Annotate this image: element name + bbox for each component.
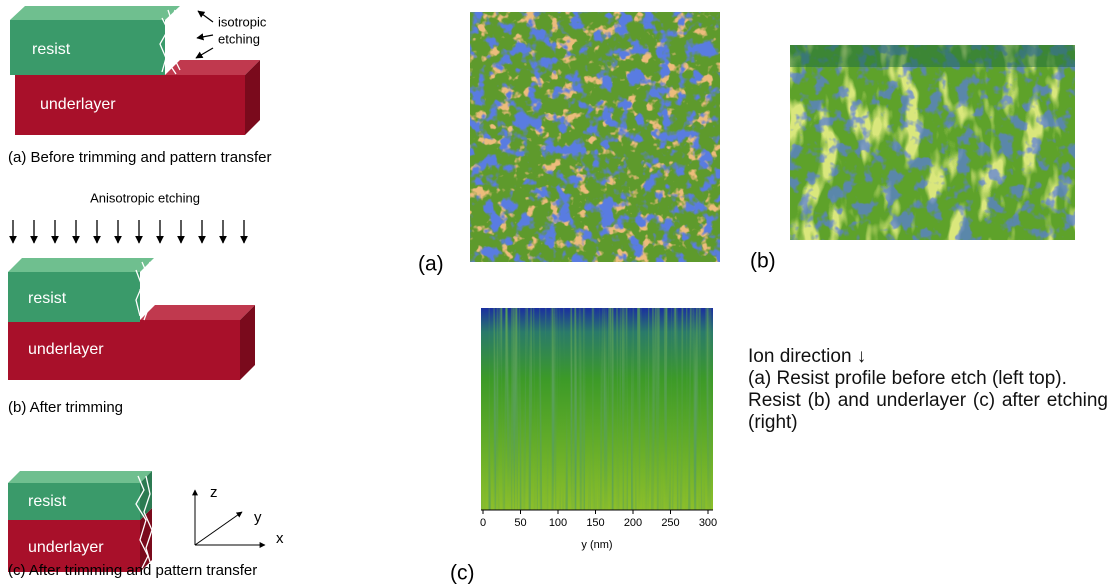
- axis-label: z: [210, 484, 218, 501]
- arrow-label: Anisotropic etching: [90, 190, 200, 205]
- sim-label: (a): [418, 253, 444, 276]
- x-tick-label: 250: [661, 517, 679, 529]
- caption: (b) After trimming: [8, 399, 123, 416]
- legend-line: (a) Resist profile before etch (left top…: [748, 368, 1067, 389]
- x-axis-title: y (nm): [581, 539, 612, 551]
- underlayer-block: [8, 520, 140, 572]
- simulation-b: (b): [750, 45, 1075, 273]
- x-tick-label: 150: [586, 517, 604, 529]
- caption: (c) After trimming and pattern transfer: [8, 562, 257, 579]
- underlayer-label: underlayer: [40, 96, 116, 113]
- legend-text: Ion direction ↓ (a) Resist profile befor…: [748, 346, 1108, 434]
- underlayer-label: underlayer: [28, 539, 104, 556]
- axis-label: x: [276, 530, 284, 547]
- x-tick-label: 100: [549, 517, 567, 529]
- resist-block: [8, 272, 140, 322]
- panel-a: isotropic etching resist underlayer (a) …: [8, 6, 271, 166]
- note-text: isotropic: [218, 14, 267, 29]
- sim-label: (c): [450, 562, 475, 585]
- underlayer-block: [8, 320, 240, 380]
- simulation-c: y (nm) (c) 0 50 100 150 200 250 300: [450, 308, 717, 585]
- underlayer-block: [15, 75, 245, 135]
- x-tick-label: 50: [514, 517, 526, 529]
- resist-label: resist: [32, 41, 71, 58]
- legend-line: Resist (b) and underlayer (c) after etch…: [748, 390, 1108, 433]
- x-tick-label: 0: [480, 517, 486, 529]
- resist-label: resist: [28, 290, 67, 307]
- panel-c: resist underlayer z y x (c) After trimmi…: [8, 471, 284, 579]
- sim-label: (b): [750, 250, 776, 273]
- resist-label: resist: [28, 493, 67, 510]
- caption: (a) Before trimming and pattern transfer: [8, 149, 271, 166]
- simulation-a: (a): [418, 12, 720, 276]
- axis-label: y: [254, 509, 262, 526]
- underlayer-label: underlayer: [28, 341, 104, 358]
- legend-line: Ion direction ↓: [748, 346, 867, 367]
- x-tick-label: 200: [624, 517, 642, 529]
- panel-b: Anisotropic etching resist underlayer (b…: [8, 190, 255, 416]
- x-tick-label: 300: [699, 517, 717, 529]
- note-text: etching: [218, 31, 260, 46]
- resist-block: [10, 20, 165, 75]
- resist-block: [8, 483, 140, 520]
